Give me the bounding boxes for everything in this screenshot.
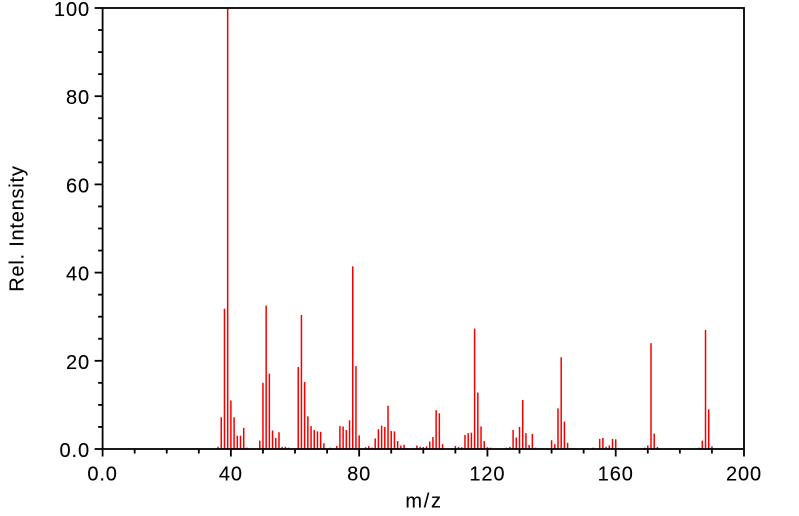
svg-text:100: 100: [54, 0, 90, 21]
svg-text:0.0: 0.0: [59, 440, 90, 462]
svg-text:80: 80: [347, 464, 371, 486]
svg-text:200: 200: [726, 464, 762, 486]
svg-text:40: 40: [66, 264, 90, 286]
svg-text:80: 80: [66, 87, 90, 109]
svg-text:20: 20: [66, 352, 90, 374]
svg-text:m/z: m/z: [405, 491, 442, 513]
svg-text:120: 120: [469, 464, 505, 486]
svg-text:0.0: 0.0: [87, 464, 118, 486]
svg-text:40: 40: [219, 464, 243, 486]
svg-text:60: 60: [66, 175, 90, 197]
svg-text:Rel. Intensity: Rel. Intensity: [6, 165, 28, 291]
svg-text:160: 160: [598, 464, 634, 486]
